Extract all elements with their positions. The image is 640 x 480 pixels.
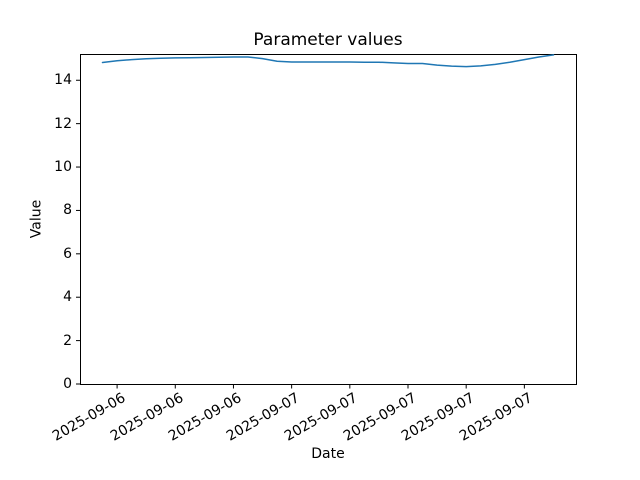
- x-axis-label: Date: [311, 446, 345, 462]
- y-tick-label: 0: [63, 376, 72, 392]
- y-tick-label: 6: [63, 245, 72, 262]
- y-tick-label: 14: [54, 72, 72, 89]
- axes-frame: [80, 54, 577, 385]
- y-tick-label: 8: [63, 202, 72, 219]
- y-tick-label: 10: [54, 159, 72, 176]
- y-tick-label: 12: [54, 115, 72, 132]
- y-tick-label: 4: [63, 289, 72, 306]
- chart-title: Parameter values: [253, 30, 403, 50]
- y-tick-label: 2: [63, 332, 72, 349]
- series-line: [101, 54, 555, 68]
